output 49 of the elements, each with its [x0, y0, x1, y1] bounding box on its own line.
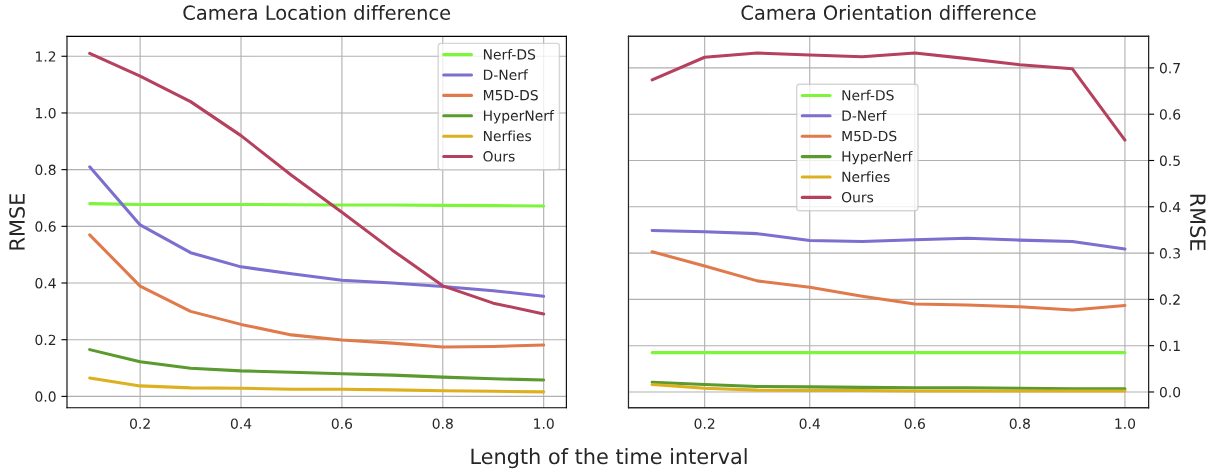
chart-title: Camera Orientation difference	[741, 4, 1036, 21]
legend-label: M5D-DS	[483, 89, 538, 101]
line-series	[88, 233, 546, 349]
line-series	[650, 228, 1127, 251]
legend-label: M5D-DS	[842, 130, 897, 142]
y2-tick-label: 0.7	[1159, 62, 1180, 74]
legend-label: Nerfies	[842, 171, 890, 183]
line-series	[650, 250, 1127, 312]
x-tick-label: 1.0	[534, 418, 554, 429]
line-series	[88, 165, 546, 298]
y2-tick-label: 0.3	[1159, 248, 1180, 259]
y-tick-label: 1.0	[36, 107, 56, 119]
legend-label: Nerf-DS	[842, 89, 894, 101]
legend-label: D-Nerf	[842, 110, 887, 121]
x-tick-label: 1.0	[1115, 418, 1136, 429]
legend-label: HyperNerf	[842, 150, 913, 165]
chart-title: Camera Location difference	[183, 4, 451, 21]
y-tick-label: 0.8	[35, 164, 56, 176]
x-tick-label: 0.6	[331, 418, 353, 429]
y-tick-label: 0.6	[35, 221, 56, 232]
line-series	[650, 51, 1127, 142]
y2-tick-label: 0.4	[1159, 201, 1181, 213]
x-tick-label: 0.8	[432, 418, 453, 429]
line-series	[88, 348, 546, 382]
y-tick-label: 0.0	[35, 391, 56, 402]
x-tick-label: 0.8	[1009, 418, 1030, 429]
y2-tick-label: 0.1	[1159, 340, 1180, 352]
y2-tick-label: 0.0	[1159, 386, 1181, 398]
y2-axis-title: RMSE	[1189, 194, 1206, 251]
y-tick-label: 0.2	[35, 334, 56, 346]
legend-label: D-Nerf	[483, 69, 529, 81]
x-tick-label: 0.2	[130, 418, 150, 429]
y-tick-label: 1.2	[36, 51, 56, 62]
y2-tick-label: 0.6	[1159, 109, 1181, 120]
legend-label: Nerf-DS	[483, 48, 536, 60]
y-axis-title: RMSE	[9, 193, 25, 250]
y2-tick-label: 0.5	[1159, 155, 1180, 166]
x-tick-label: 0.4	[230, 418, 252, 429]
y-tick-label: 0.4	[35, 277, 56, 289]
legend-label: Ours	[483, 151, 515, 162]
legend-label: HyperNerf	[483, 110, 555, 124]
x-tick-label: 0.6	[904, 418, 925, 429]
legend-label: Ours	[841, 191, 874, 203]
y2-tick-label: 0.2	[1159, 294, 1180, 305]
line-series	[88, 376, 546, 394]
x-tick-label: 0.4	[799, 418, 820, 429]
x-axis-title: Length of the time interval	[471, 448, 747, 469]
x-tick-label: 0.2	[694, 418, 715, 429]
legend-label: Nerfies	[483, 130, 532, 142]
